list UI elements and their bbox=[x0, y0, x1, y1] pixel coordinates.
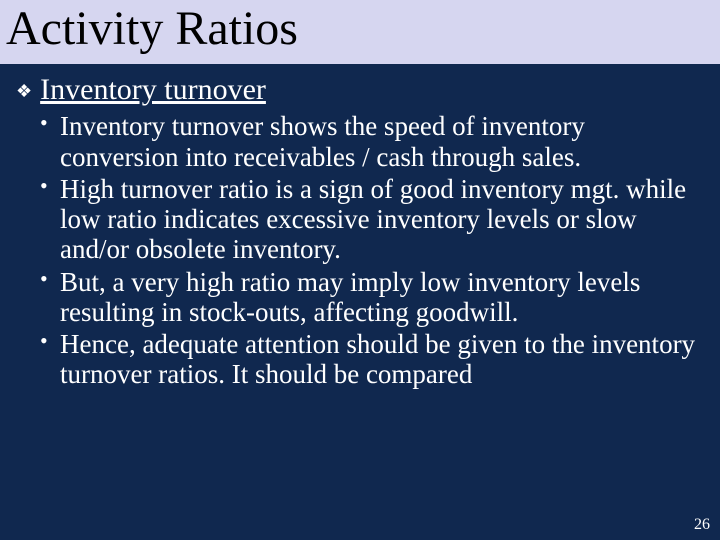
diamond-bullet-icon: ❖ bbox=[16, 82, 32, 100]
list-item: High turnover ratio is a sign of good in… bbox=[60, 174, 696, 265]
list-item: But, a very high ratio may imply low inv… bbox=[60, 267, 696, 327]
content-area: ❖ Inventory turnover Inventory turnover … bbox=[0, 65, 720, 389]
list-item: Hence, adequate attention should be give… bbox=[60, 329, 696, 389]
title-band: Activity Ratios bbox=[0, 0, 720, 65]
page-title: Activity Ratios bbox=[6, 4, 714, 54]
bullet-list: Inventory turnover shows the speed of in… bbox=[16, 111, 704, 389]
list-item: Inventory turnover shows the speed of in… bbox=[60, 111, 696, 171]
section-heading: ❖ Inventory turnover bbox=[16, 73, 704, 107]
section-heading-text: Inventory turnover bbox=[40, 73, 266, 107]
page-number: 26 bbox=[694, 516, 710, 534]
